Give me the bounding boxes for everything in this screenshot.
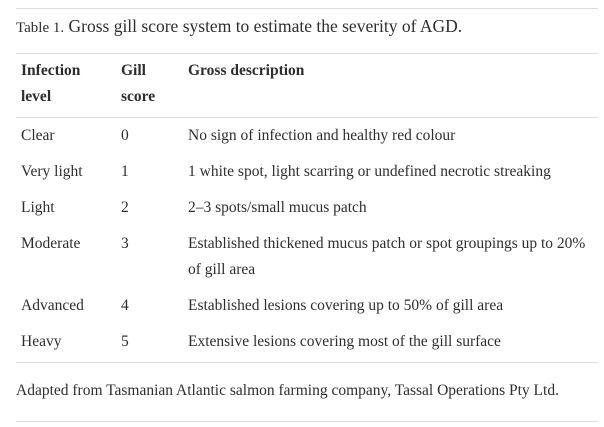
- table-cell: 4: [121, 297, 129, 314]
- table-cell: Very light: [21, 163, 83, 180]
- table-cell: Advanced: [21, 297, 84, 314]
- caption-title: Gross gill score system to estimate the …: [68, 16, 463, 36]
- table-cell: Heavy: [16, 324, 116, 363]
- table-row: Light 2 2–3 spots/small mucus patch: [16, 190, 598, 226]
- table-body: Clear 0 No sign of infection and healthy r…: [16, 118, 598, 363]
- caption: Table 1. Gross gill score system to esti…: [16, 9, 598, 54]
- footnote: Adapted from Tasmanian Atlantic salmon f…: [16, 363, 598, 422]
- table-row: Heavy 5 Extensive lesions covering most of…: [16, 324, 598, 363]
- table-cell: 5: [116, 324, 183, 363]
- table-cell: 0: [121, 127, 129, 144]
- table-block: Table 1. Gross gill score system to esti…: [16, 8, 598, 422]
- table-row: Clear 0 No sign of infection and healthy r…: [16, 118, 598, 155]
- header-cell: Gross description: [183, 54, 598, 118]
- caption-label: Table 1.: [16, 20, 65, 36]
- table-cell: 3: [121, 235, 129, 252]
- table-cell: No sign of infection and healthy red col…: [188, 127, 456, 144]
- table-row: Advanced 4 Established lesions covering up…: [16, 288, 598, 324]
- table-cell: Clear: [21, 127, 55, 144]
- header-row: Infection level Gill score Gross descrip…: [16, 54, 598, 118]
- table-cell: Moderate: [21, 235, 81, 252]
- table: Infection level Gill score Gross descrip…: [16, 54, 598, 363]
- table-cell: Light: [21, 199, 55, 216]
- table-row: Moderate 3 Established thickened mucus pat…: [16, 226, 598, 288]
- header-cell: Infection level: [16, 54, 116, 118]
- table-cell: Established lesions covering up to 50% o…: [188, 297, 504, 314]
- header-cell: Gill score: [116, 54, 183, 118]
- table-cell: 1 white spot, light scarring or undefine…: [188, 163, 551, 180]
- table-cell: 2: [121, 199, 129, 216]
- table-cell: 2–3 spots/small mucus patch: [188, 199, 367, 216]
- table-cell: Extensive lesions covering most of the g…: [183, 324, 598, 363]
- table-cell: Established thickened mucus patch or spo…: [188, 235, 586, 278]
- table-cell: 1: [121, 163, 129, 180]
- table-row: Very light 1 1 white spot, light scarring …: [16, 154, 598, 190]
